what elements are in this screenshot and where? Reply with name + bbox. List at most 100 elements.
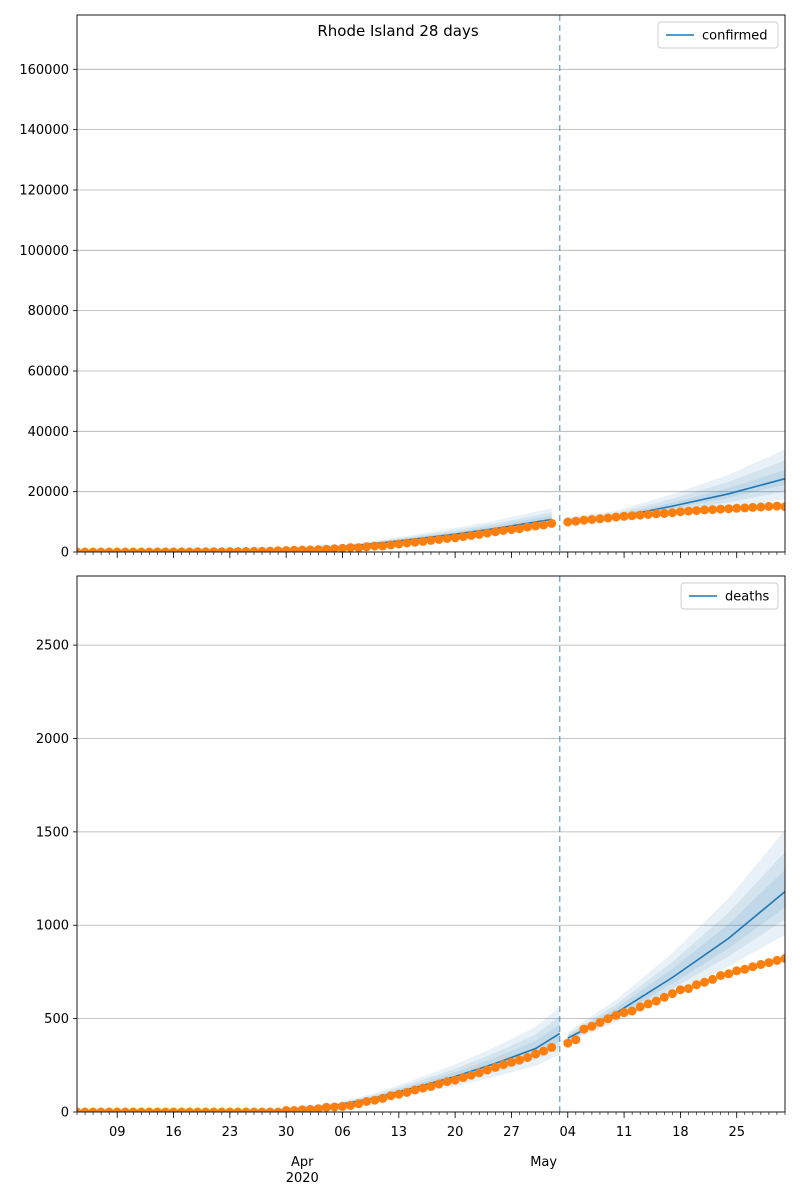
observed-point xyxy=(571,1035,581,1045)
observed-point xyxy=(692,980,701,990)
observed-point xyxy=(338,543,347,552)
observed-point xyxy=(708,505,718,515)
y-tick-label: 0 xyxy=(61,1106,69,1121)
x-tick-label: 23 xyxy=(222,1125,239,1140)
observed-point xyxy=(305,1104,315,1112)
observed-point xyxy=(80,547,90,552)
y-tick-label: 2000 xyxy=(36,732,69,747)
observed-point xyxy=(611,512,621,522)
observed-point xyxy=(177,547,187,552)
observed-point xyxy=(756,502,766,512)
observed-point xyxy=(732,503,742,513)
observed-point xyxy=(128,547,138,552)
legend-label: confirmed xyxy=(702,29,768,44)
observed-point xyxy=(354,1099,364,1109)
observed-point xyxy=(740,503,750,513)
observed-point xyxy=(547,518,557,528)
observed-point xyxy=(531,1049,541,1059)
observed-point xyxy=(523,1053,532,1062)
observed-point xyxy=(209,1107,219,1112)
observed-point xyxy=(225,1107,235,1112)
observed-point xyxy=(732,966,742,976)
x-tick-label: 18 xyxy=(672,1125,689,1140)
forecast-band xyxy=(567,829,785,1043)
observed-point xyxy=(651,996,661,1006)
observed-point xyxy=(193,547,203,552)
observed-point xyxy=(700,977,709,987)
observed-point xyxy=(571,516,581,526)
observed-point xyxy=(386,1091,396,1101)
observed-point xyxy=(120,547,130,552)
observed-point xyxy=(498,526,508,535)
legend-box xyxy=(657,21,779,49)
observed-point xyxy=(346,543,355,552)
x-tick-label: 09 xyxy=(109,1125,126,1140)
x-year-label: 2020 xyxy=(286,1171,319,1186)
y-tick-label: 120000 xyxy=(19,183,69,198)
observed-point xyxy=(563,517,573,527)
observed-point xyxy=(321,544,331,552)
x-tick-label: 25 xyxy=(728,1125,745,1140)
observed-point xyxy=(675,507,685,517)
observed-point xyxy=(772,955,782,965)
y-tick-label: 60000 xyxy=(28,364,69,379)
observed-point xyxy=(394,539,404,549)
x-tick-label: 27 xyxy=(503,1125,520,1140)
plot-area xyxy=(77,449,785,552)
observed-point xyxy=(305,545,315,552)
x-month-label: May xyxy=(530,1155,557,1170)
observed-point xyxy=(410,1085,420,1095)
x-tick-label: 30 xyxy=(278,1125,295,1140)
observed-point xyxy=(716,971,726,980)
observed-point xyxy=(104,1107,114,1112)
observed-point xyxy=(474,529,484,539)
observed-point xyxy=(458,532,468,542)
x-tick-label: 13 xyxy=(391,1125,408,1140)
observed-point xyxy=(225,547,235,552)
observed-point xyxy=(169,1107,178,1112)
legend: deaths xyxy=(680,582,779,610)
legend-label: deaths xyxy=(725,590,770,605)
y-tick-label: 1000 xyxy=(36,919,69,934)
observed-point xyxy=(482,528,492,538)
observed-point xyxy=(780,954,785,963)
observed-point xyxy=(458,1073,468,1083)
observed-point xyxy=(233,1107,243,1112)
observed-point xyxy=(611,1010,621,1020)
observed-point xyxy=(498,1060,508,1070)
observed-point xyxy=(185,547,195,552)
observed-point xyxy=(675,985,685,995)
observed-point xyxy=(716,504,726,514)
y-tick-label: 140000 xyxy=(19,123,69,138)
observed-point xyxy=(201,547,211,552)
observed-point xyxy=(330,1102,339,1112)
observed-point xyxy=(474,1068,484,1078)
observed-point xyxy=(273,1107,283,1112)
observed-point xyxy=(756,960,766,969)
observed-point xyxy=(635,510,645,520)
observed-point xyxy=(217,547,227,552)
observed-point xyxy=(370,541,380,551)
observed-point xyxy=(692,506,701,516)
observed-point xyxy=(418,536,428,546)
observed-point xyxy=(515,1055,524,1065)
observed-point xyxy=(153,547,162,552)
observed-point xyxy=(265,546,275,552)
observed-point xyxy=(507,1057,516,1067)
observed-point xyxy=(209,547,219,552)
observed-point xyxy=(627,1006,637,1016)
observed-point xyxy=(426,1081,436,1091)
observed-point xyxy=(515,524,524,534)
observed-point xyxy=(265,1107,275,1112)
observed-point xyxy=(281,546,291,552)
observed-point xyxy=(466,1070,476,1080)
axes-frame xyxy=(76,575,786,1113)
legend: confirmed xyxy=(657,21,779,49)
observed-point xyxy=(128,1107,138,1112)
observed-point xyxy=(595,1017,605,1027)
observed-point xyxy=(153,1107,162,1112)
x-tick-label: 06 xyxy=(334,1125,351,1140)
observed-point xyxy=(313,545,323,552)
observed-point xyxy=(120,1107,130,1112)
observed-point xyxy=(88,1107,98,1112)
